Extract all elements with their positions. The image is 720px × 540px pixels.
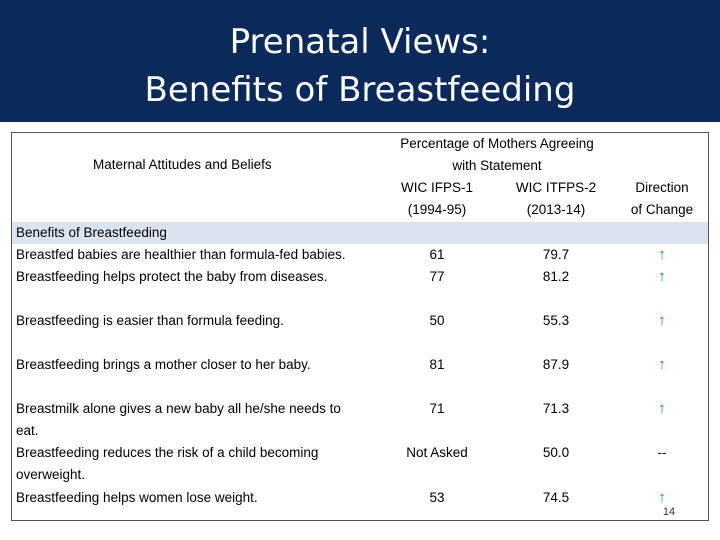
row-itfps2-value: 79.7 (542, 247, 570, 262)
row-label-continued: overweight. (16, 467, 86, 482)
row-ifps1-value: 81 (429, 357, 445, 372)
section-band (12, 222, 708, 244)
row-itfps2-value: 71.3 (542, 401, 570, 416)
page-number: 14 (662, 506, 676, 518)
arrow-up-icon: ↑ (658, 400, 666, 417)
header-group-line-2: with Statement (452, 158, 542, 173)
row-itfps2-value: 55.3 (542, 313, 570, 328)
row-label: Breastfeeding helps protect the baby fro… (16, 269, 328, 284)
row-ifps1-value: 77 (429, 269, 445, 284)
row-ifps1-value: 71 (429, 401, 445, 416)
header-col1-line-2: (1994-95) (407, 202, 467, 217)
arrow-up-icon: ↑ (658, 489, 666, 506)
section-label: Benefits of Breastfeeding (16, 225, 167, 240)
row-label: Breastfeeding helps women lose weight. (16, 490, 258, 505)
row-label: Breastfeeding reduces the risk of a chil… (16, 445, 319, 460)
arrow-up-icon: ↑ (658, 312, 666, 329)
row-ifps1-value: 50 (429, 313, 445, 328)
row-label: Breastfed babies are healthier than form… (16, 247, 346, 262)
header-attitudes: Maternal Attitudes and Beliefs (93, 157, 272, 172)
arrow-up-icon: ↑ (658, 246, 666, 263)
header-col2-line-2: (2013-14) (526, 202, 586, 217)
header-col3-line-1: Direction (635, 180, 689, 195)
row-itfps2-value: 74.5 (542, 490, 570, 505)
slide-title-line-2: Benefits of Breastfeeding (144, 70, 576, 110)
header-group-line-1: Percentage of Mothers Agreeing (400, 136, 594, 151)
row-label-continued: eat. (16, 423, 39, 438)
row-itfps2-value: 50.0 (542, 445, 570, 460)
no-change-marker: -- (657, 445, 667, 460)
header-col1-line-1: WIC IFPS-1 (400, 180, 474, 195)
row-ifps1-value: Not Asked (406, 445, 468, 460)
slide-title-line-1: Prenatal Views: (229, 22, 491, 62)
row-ifps1-value: 61 (429, 247, 445, 262)
row-label: Breastfeeding brings a mother closer to … (16, 357, 311, 372)
row-itfps2-value: 87.9 (542, 357, 570, 372)
row-ifps1-value: 53 (429, 490, 445, 505)
title-band (0, 0, 720, 122)
row-label: Breastmilk alone gives a new baby all he… (16, 401, 341, 416)
arrow-up-icon: ↑ (658, 268, 666, 285)
row-itfps2-value: 81.2 (542, 269, 570, 284)
header-col3-line-2: of Change (630, 202, 694, 217)
table-frame (11, 132, 709, 521)
row-label: Breastfeeding is easier than formula fee… (16, 313, 284, 328)
arrow-up-icon: ↑ (658, 356, 666, 373)
header-col2-line-1: WIC ITFPS-2 (515, 180, 597, 195)
